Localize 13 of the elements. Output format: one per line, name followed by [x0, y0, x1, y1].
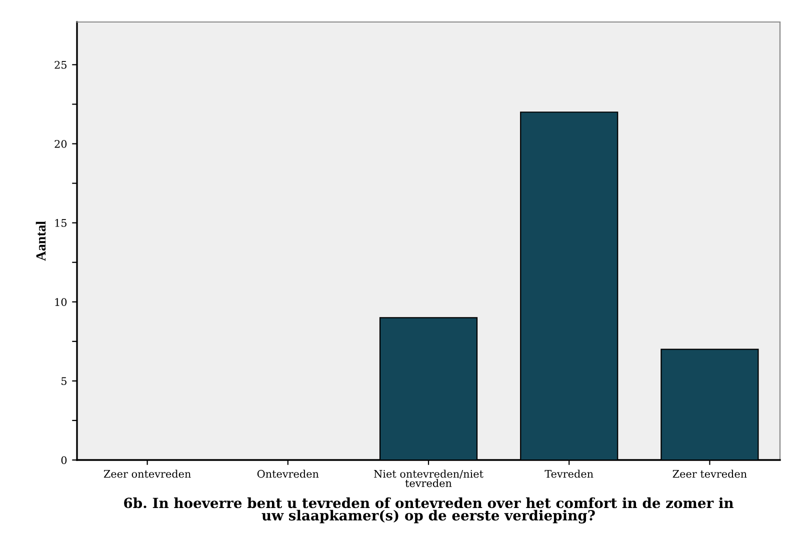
x-tick-label: Tevreden	[544, 470, 594, 478]
y-tick-label: 0	[61, 456, 67, 464]
x-axis-title: 6b. In hoeverre bent u tevreden of ontevreden over het comfort in de zomer in uw slaapkamer(s) op de eerste verdieping?	[124, 497, 734, 524]
y-tick-label: 20	[54, 140, 67, 148]
y-tick-label: 5	[62, 377, 66, 386]
x-tick-label: Zeer tevreden	[672, 470, 747, 478]
y-tick-label: 15	[55, 219, 66, 227]
y-tick-label: 10	[55, 298, 67, 306]
y-tick-label: 25	[54, 60, 66, 69]
x-tick-label: Ontevreden	[257, 470, 319, 478]
x-tick-label: Zeer ontevreden	[104, 470, 191, 478]
x-tick-label: Niet ontevreden/niet tevreden	[374, 470, 484, 488]
y-axis-title: Aantal	[36, 221, 46, 261]
